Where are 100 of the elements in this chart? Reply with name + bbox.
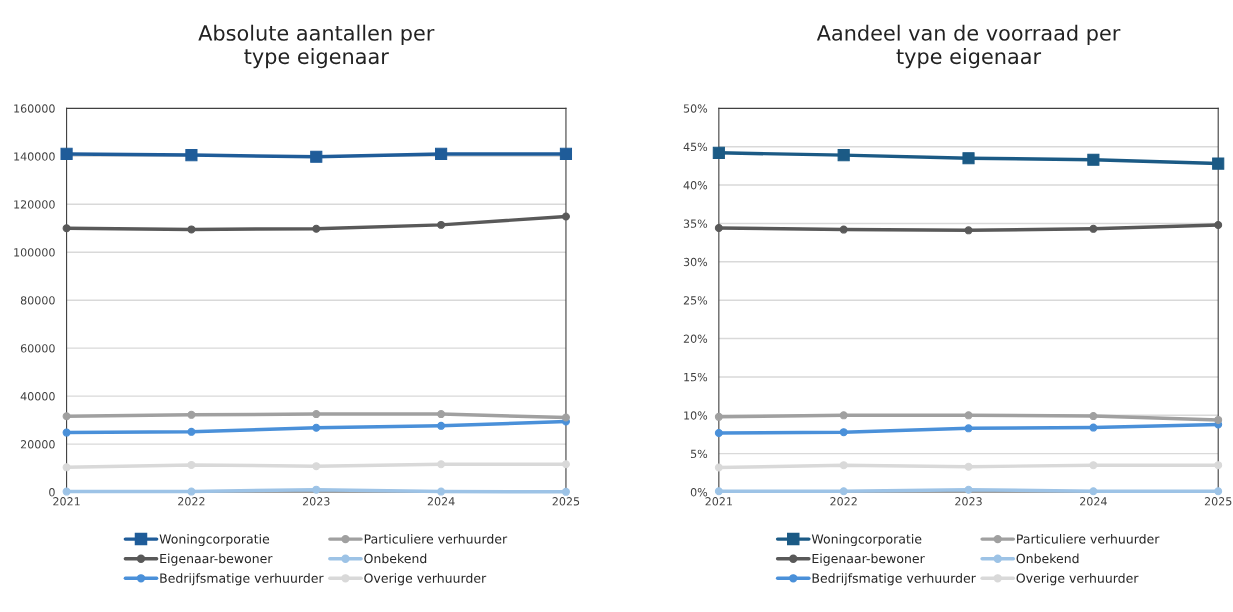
x-tick-label: 2022 [178,497,205,506]
x-tick-label: 2023 [302,497,330,506]
point [435,147,448,160]
legend-label: Bedrijfsmatige verhuurder [160,573,324,586]
point [1214,415,1223,424]
point [1214,487,1223,496]
point [62,428,71,437]
x-tick-label: 2024 [1080,497,1107,506]
y-tick-label: 60000 [20,344,55,353]
point [310,150,323,163]
x-tick-label: 2025 [1204,497,1232,506]
point [561,460,570,469]
point [839,428,848,437]
legend-label: Eigenaar-bewoner [812,553,925,566]
y-tick-label: 35% [683,219,708,228]
x-tick-label: 2025 [552,497,580,506]
x-tick-label: 2022 [830,497,857,506]
legend-label: Eigenaar-bewoner [160,553,273,566]
y-tick-label: 10% [684,411,708,420]
y-tick-label: 40% [683,181,708,190]
y-tick-label: 80000 [20,296,55,305]
point [62,487,71,496]
point [839,225,848,234]
point [60,147,73,160]
point [1212,157,1225,170]
y-tick-label: 15% [684,372,708,382]
point [312,423,321,432]
point [437,421,446,430]
point [62,463,71,472]
y-tick-label: 20000 [20,440,55,449]
point [964,424,973,433]
point [437,460,446,469]
legend-label: Woningcorporatie [159,534,270,547]
point [561,212,570,221]
point [839,487,848,496]
legend-label: Woningcorporatie [811,534,922,547]
point [561,413,570,422]
point [839,461,848,470]
legend-label: Overige verhuurder [1016,573,1139,586]
legend-label: Bedrijfsmatige verhuurder [812,573,976,586]
point [312,410,321,419]
y-tick-label: 0 [49,488,55,497]
point [62,224,71,233]
y-tick-label: 30% [683,257,708,267]
point [1089,412,1098,421]
point [437,487,446,496]
point [312,224,321,233]
point [964,462,973,471]
y-tick-label: 40000 [20,392,55,401]
point [312,485,321,494]
point [1089,224,1098,233]
point [714,487,723,496]
x-tick-label: 2023 [955,497,982,506]
y-tick-label: 120000 [14,200,55,209]
y-tick-label: 160000 [14,104,55,113]
point [187,487,196,496]
chart-title: Absolute aantallen per type eigenaar [198,24,435,69]
point [559,147,573,160]
legend-label: Particuliere verhuurder [1017,534,1160,544]
point [712,146,725,159]
point [1089,461,1098,470]
point [185,149,198,162]
x-tick-label: 2021 [705,497,732,506]
point [437,410,446,419]
point [964,485,973,494]
point [187,427,196,436]
point [837,149,850,162]
y-tick-label: 25% [683,296,708,305]
y-tick-label: 100000 [14,248,55,257]
legend-label: Onbekend [1016,553,1079,564]
point [312,462,321,471]
point [839,411,848,420]
legend-label: Onbekend [364,553,427,564]
y-tick-label: 140000 [14,152,55,161]
y-tick-label: 0% [690,488,708,497]
point [1089,423,1098,432]
x-tick-label: 2021 [53,497,80,506]
point [714,463,723,472]
point [962,152,975,165]
point [187,460,196,469]
point [62,412,71,421]
y-tick-label: 50% [683,104,708,113]
point [714,224,723,233]
point [437,220,446,229]
point [714,412,723,421]
x-tick-label: 2024 [427,497,455,506]
point [187,225,196,234]
point [1089,487,1098,496]
point [714,428,723,437]
point [964,411,973,420]
chart-title: Aandeel van de voorraad per type eigenaar [816,24,1121,69]
legend-label: Particuliere verhuurder [364,534,508,544]
y-tick-label: 20% [683,334,708,343]
point [187,410,196,419]
point [561,487,570,496]
point [1087,153,1100,166]
legend-label: Overige verhuurder [364,573,487,586]
y-tick-label: 5% [690,449,708,459]
point [1214,461,1223,470]
y-tick-label: 45% [683,142,708,152]
